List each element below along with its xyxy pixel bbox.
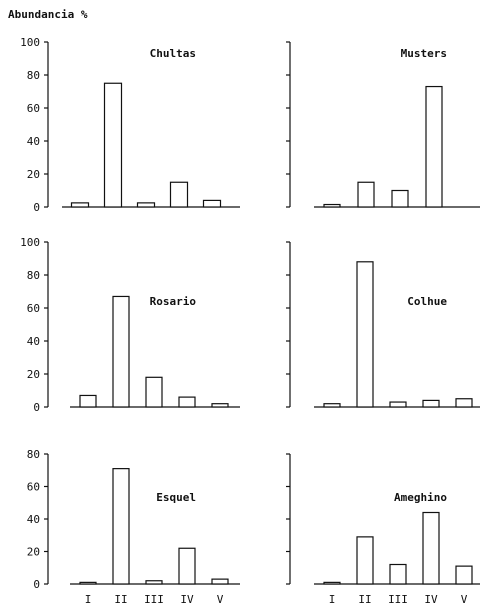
panels: 0 20 40 60 80 100 Chultas Musters 0 20 40 60 80 100 Ro… [20,36,480,606]
bar-V [455,565,473,585]
bar-IV [422,511,440,585]
y-tick-label: 80 [27,448,40,461]
bar-II [112,295,130,408]
y-tick-label: 20 [27,368,40,381]
chart-title: Chultas [150,47,196,60]
bar-IV [178,547,196,585]
x-tick-label: III [144,593,164,606]
y-tick-label: 60 [27,102,40,115]
chart-panel-musters: Musters [286,41,480,208]
chart-title: Ameghino [394,491,447,504]
x-tick-label: IV [424,593,438,606]
bar-I [79,581,97,585]
x-tick-label: II [114,593,127,606]
bar-I [323,403,341,408]
bar-III [145,376,163,408]
chart-title: Colhue [407,295,447,308]
chart-title: Rosario [150,295,197,308]
y-tick-label: 40 [27,513,40,526]
bar-II [112,468,130,585]
bar-I [323,581,341,585]
bar-II [356,261,374,408]
x-tick-label: V [461,593,468,606]
bar-II [356,536,374,585]
chart-title: Esquel [156,491,196,504]
y-tick-label: 0 [33,401,40,414]
x-tick-label: V [217,593,224,606]
y-axis-label: Abundancia % [8,8,88,21]
bar-I [79,394,97,408]
y-tick-label: 60 [27,302,40,315]
y-tick-label: 80 [27,269,40,282]
y-tick-label: 60 [27,481,40,494]
bar-III [136,202,156,208]
y-tick-label: 20 [27,546,40,559]
y-tick-label: 0 [33,578,40,591]
chart-panel-chultas: 0 20 40 60 80 100 Chultas [20,36,240,214]
x-tick-label: II [358,593,371,606]
bar-V [211,578,229,585]
bar-IV [178,396,196,408]
x-tick-label: IV [180,593,194,606]
y-tick-label: 0 [33,201,40,214]
bar-I [323,203,341,208]
bar-III [389,401,407,408]
bar-V [202,199,222,208]
x-tick-label: I [85,593,92,606]
chart-panel-rosario: 0 20 40 60 80 100 Rosario [20,236,240,414]
bar-V [211,403,229,408]
bar-IV [169,181,189,208]
y-tick-label: 20 [27,168,40,181]
y-tick-label: 80 [27,69,40,82]
bar-III [145,580,163,585]
chart-panel-colhue: Colhue [286,241,480,408]
bar-III [391,189,409,208]
bar-I [70,202,90,208]
bar-V [455,398,473,408]
y-tick-label: 100 [20,36,40,49]
y-tick-label: 40 [27,135,40,148]
bar-III [389,563,407,585]
x-tick-label: III [388,593,408,606]
bar-IV [422,399,440,408]
chart-title: Musters [401,47,447,60]
bar-IV [425,85,443,208]
y-tick-label: 100 [20,236,40,249]
y-tick-label: 40 [27,335,40,348]
bar-II [357,181,375,208]
bar-II [103,82,123,208]
x-tick-label: I [329,593,336,606]
